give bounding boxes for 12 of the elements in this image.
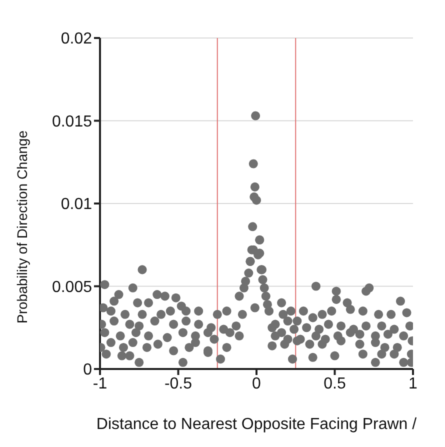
x-tick-label: 0.5 [324,375,346,392]
y-tick-label: 0.01 [60,196,92,214]
y-tick-label: 0.02 [60,30,92,48]
y-tick-label: 0 [83,362,92,379]
x-axis-title: Distance to Nearest Opposite Facing Prawn / [96,416,418,433]
y-tick-label: 0.015 [52,113,92,130]
x-tick-label: 0 [252,375,262,392]
x-tick-label: -0.5 [164,375,192,392]
x-tick-label: -1 [92,375,108,392]
y-axis-title: Probability of Direction Change [14,130,30,324]
y-tick-label: 0.005 [52,278,92,296]
x-tick-label: 1 [408,375,418,392]
